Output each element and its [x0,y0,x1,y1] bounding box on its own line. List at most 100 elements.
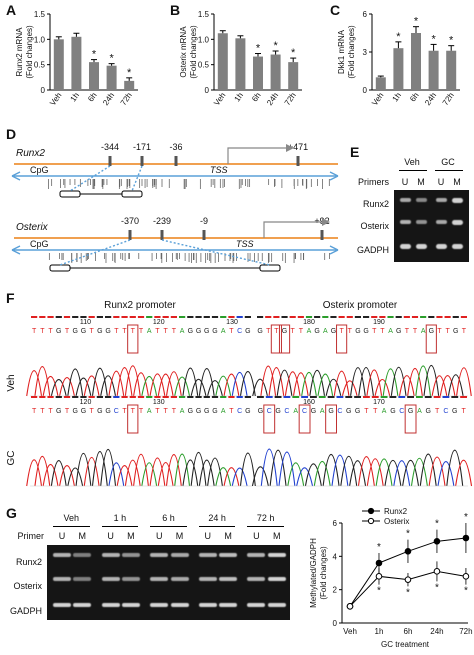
bar [446,50,457,90]
base-call: G [188,328,193,335]
chromatogram-peak [252,378,268,397]
chromatogram-peak [239,452,256,487]
quality-bar [460,396,467,398]
x-tick-label-text: Veh [370,91,385,107]
x-axis-label: GC treatment [381,640,430,649]
base-call: C [237,328,242,335]
base-call: T [122,328,127,335]
quality-bar [72,396,79,398]
chromatogram-peak [301,372,317,397]
base-call: T [131,408,136,415]
gel-row-label-runx2: Runx2 [15,557,42,567]
base-call: T [65,328,70,335]
base-call: T [461,408,466,415]
zoom-line [161,239,271,266]
position-label: -344 [101,142,119,152]
chromatogram-peak [415,365,432,397]
gel-band [267,577,286,581]
chromatogram-peak [67,467,84,487]
cpg-label: CpG [30,239,49,249]
data-point [375,559,383,567]
lane-label: M [272,531,281,541]
tss-label: TSS [236,239,254,249]
significance-marker: * [377,586,381,597]
x-tick-label-text: 6h [86,91,98,103]
quality-bar [162,396,169,398]
gel-band [73,577,92,581]
y-axis-label-line: Methylated/GADPH [309,538,318,608]
y-tick-label: 0 [363,86,368,95]
gel-band [247,603,266,607]
gel-band [198,577,217,581]
chromatogram-peak [455,459,473,487]
quality-bar [452,316,459,318]
base-call: T [155,328,160,335]
row-label-text: GC [6,451,17,466]
base-call: T [122,408,127,415]
gel-image-e [394,190,469,262]
quality-bar [88,396,95,398]
chromatogram-peak [456,367,472,397]
chromatogram-peak [366,369,383,397]
y-tick-label: 0 [41,86,46,95]
chromatogram-peak [133,453,149,487]
base-call: T [172,328,177,335]
gel-band [101,577,120,581]
gene-name: Runx2 [16,148,45,159]
chromatogram-peak [91,368,108,397]
chromatogram-peak [419,453,437,487]
x-tick-label: 72h [441,91,456,107]
chromatogram-peak [374,378,391,397]
quality-bar [121,316,128,318]
position-label: -171 [133,142,151,152]
chromatogram-peak [341,380,358,397]
bar [71,36,82,90]
base-call: T [437,328,442,335]
quality-bar [211,316,219,318]
position-marker [128,230,132,240]
x-tick-label: 1h [391,91,403,103]
panel-label-c: C [330,2,341,18]
chromatogram-peak [182,367,199,397]
data-point [346,603,354,610]
chromatogram-peak [149,373,166,397]
x-tick-label-text: 72h [119,91,134,107]
lane-label: U [107,531,114,541]
quality-bar [407,396,414,398]
gel-row-label-osterix: Osterix [13,581,42,591]
base-call: T [90,408,95,415]
position-label: -370 [121,216,139,226]
quality-bar [387,316,394,318]
x-tick-label: 1h [69,91,81,103]
base-call: T [435,408,440,415]
base-call: G [212,328,217,335]
chromatogram-peak [141,462,158,487]
tss-arrowhead [286,144,294,152]
bar [53,39,64,90]
quality-bar [292,396,300,398]
chromatogram-peak [231,372,248,397]
base-call: T [291,328,296,335]
bar [253,56,263,90]
y-tick-label: 0 [333,619,338,628]
base-call: G [56,408,61,415]
chromatogram-peak [207,457,223,487]
chromatogram-peak [100,449,117,487]
cpg-arrowhead-right [329,171,339,181]
bar [411,33,421,90]
chromatogram-peak [91,451,108,487]
chromatogram-peak [75,377,92,397]
y-tick-label: 0.5 [34,61,46,70]
position-label: -9 [200,216,208,226]
x-tick-label-text: Veh [212,91,227,107]
x-tick-label: 24h [423,91,438,107]
base-call: A [382,408,387,415]
chromatogram-peak [325,378,342,397]
row-label-gc: GC [6,451,17,466]
primer-box [259,264,281,272]
base-call: A [307,328,312,335]
y-tick-label: 1.0 [198,35,210,44]
quality-bar [346,316,353,318]
x-tick-label-text: 24h [265,91,280,107]
base-call: G [204,408,209,415]
